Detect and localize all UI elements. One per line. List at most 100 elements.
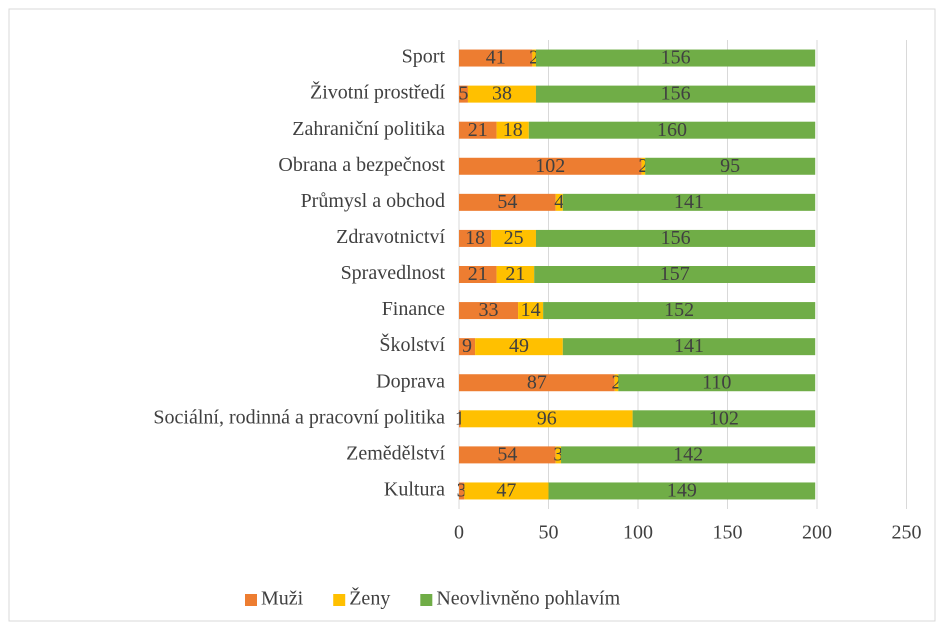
y-tick-label: Sport bbox=[402, 46, 446, 68]
bar-segment bbox=[459, 193, 556, 211]
bar-segment bbox=[535, 229, 816, 247]
bar-segment bbox=[532, 49, 536, 67]
bar-segment bbox=[618, 374, 816, 392]
data-label: 47 bbox=[496, 480, 516, 502]
data-label: 3 bbox=[457, 480, 467, 502]
y-tick-label: Sociální, rodinná a pracovní politika bbox=[153, 406, 445, 428]
bar-segment bbox=[555, 193, 563, 211]
data-label: 33 bbox=[479, 299, 499, 321]
bar-segment bbox=[528, 121, 816, 139]
bar-segment bbox=[464, 482, 549, 500]
data-label: 21 bbox=[468, 119, 488, 141]
data-label: 2 bbox=[638, 155, 648, 177]
bar-segment bbox=[632, 410, 816, 428]
legend-swatch bbox=[333, 594, 346, 606]
bar-segment bbox=[467, 85, 536, 103]
y-tick-label: Školství bbox=[379, 332, 445, 356]
data-label: 21 bbox=[505, 263, 525, 285]
data-label: 54 bbox=[497, 191, 517, 213]
data-label: 5 bbox=[458, 83, 468, 105]
data-label: 149 bbox=[667, 480, 697, 502]
x-tick-label: 100 bbox=[623, 522, 653, 544]
data-label: 3 bbox=[553, 443, 563, 465]
y-tick-label: Obrana a bezpečnost bbox=[278, 154, 445, 176]
bar-segment bbox=[561, 446, 816, 464]
bar-segment bbox=[459, 266, 497, 283]
bar-segment bbox=[548, 482, 816, 500]
bar-segment bbox=[459, 374, 615, 392]
y-tick-label: Zdravotnictví bbox=[336, 226, 445, 248]
bar-segment bbox=[534, 266, 816, 283]
bar-segment bbox=[496, 121, 529, 139]
data-label: 2 bbox=[612, 371, 622, 393]
legend-swatch bbox=[420, 594, 433, 606]
bar-segment bbox=[459, 482, 465, 500]
y-tick-label: Doprava bbox=[376, 370, 445, 392]
data-label: 49 bbox=[509, 335, 529, 357]
data-label: 14 bbox=[521, 299, 541, 321]
bar-segment bbox=[614, 374, 619, 392]
data-label: 21 bbox=[468, 263, 488, 285]
y-tick-label: Zemědělství bbox=[346, 442, 445, 464]
legend-label: Neovlivněno pohlavím bbox=[436, 588, 620, 610]
data-label: 152 bbox=[664, 299, 694, 321]
data-label: 156 bbox=[661, 47, 691, 69]
data-label: 38 bbox=[492, 83, 512, 105]
bar-segment bbox=[518, 302, 544, 320]
data-label: 87 bbox=[527, 371, 547, 393]
data-label: 4 bbox=[554, 191, 564, 213]
legend-label: Ženy bbox=[349, 587, 390, 610]
data-label: 95 bbox=[720, 155, 740, 177]
y-tick-label: Kultura bbox=[384, 479, 445, 501]
bar-segment bbox=[459, 410, 461, 428]
data-label: 141 bbox=[674, 191, 704, 213]
bar-segment bbox=[641, 157, 646, 175]
x-tick-label: 0 bbox=[454, 522, 464, 544]
bar-segment bbox=[460, 410, 633, 428]
bar-segment bbox=[459, 85, 468, 103]
bar-segment bbox=[459, 229, 492, 247]
legend-swatch bbox=[245, 594, 257, 606]
data-label: 54 bbox=[497, 443, 517, 465]
data-label: 102 bbox=[535, 155, 565, 177]
x-tick-label: 150 bbox=[713, 522, 743, 544]
bar-segment bbox=[459, 446, 556, 464]
bar-segment bbox=[555, 446, 562, 464]
data-label: 9 bbox=[462, 335, 472, 357]
bar-segment bbox=[459, 49, 533, 67]
data-label: 157 bbox=[660, 263, 690, 285]
bar-segment bbox=[543, 302, 816, 320]
y-tick-label: Průmysl a obchod bbox=[301, 190, 445, 212]
data-label: 141 bbox=[674, 335, 704, 357]
data-label: 25 bbox=[504, 227, 524, 249]
data-label: 1 bbox=[455, 407, 465, 429]
bar-segment bbox=[645, 157, 816, 175]
data-label: 18 bbox=[465, 227, 485, 249]
legend-label: Muži bbox=[261, 588, 304, 610]
bar-segment bbox=[491, 229, 536, 247]
bar-segment bbox=[535, 85, 816, 103]
y-tick-label: Zahraniční politika bbox=[292, 118, 445, 140]
y-tick-label: Životní prostředí bbox=[310, 81, 445, 104]
data-label: 18 bbox=[503, 119, 523, 141]
data-label: 156 bbox=[661, 227, 691, 249]
data-label: 2 bbox=[529, 47, 539, 69]
bar-segment bbox=[459, 302, 519, 320]
data-label: 110 bbox=[702, 371, 731, 393]
data-label: 102 bbox=[709, 407, 739, 429]
data-label: 96 bbox=[537, 407, 557, 429]
bar-segment bbox=[459, 121, 497, 139]
y-tick-label: Finance bbox=[382, 298, 445, 320]
bar-segment bbox=[496, 266, 535, 283]
data-label: 142 bbox=[673, 443, 703, 465]
data-label: 156 bbox=[661, 83, 691, 105]
bar-segment bbox=[459, 157, 642, 175]
x-tick-label: 50 bbox=[539, 522, 559, 544]
bar-segment bbox=[475, 338, 563, 356]
y-tick-label: Spravedlnost bbox=[341, 262, 446, 284]
data-label: 160 bbox=[657, 119, 687, 141]
bar-segment bbox=[562, 338, 816, 356]
data-label: 41 bbox=[486, 47, 506, 69]
bar-segment bbox=[562, 193, 816, 211]
